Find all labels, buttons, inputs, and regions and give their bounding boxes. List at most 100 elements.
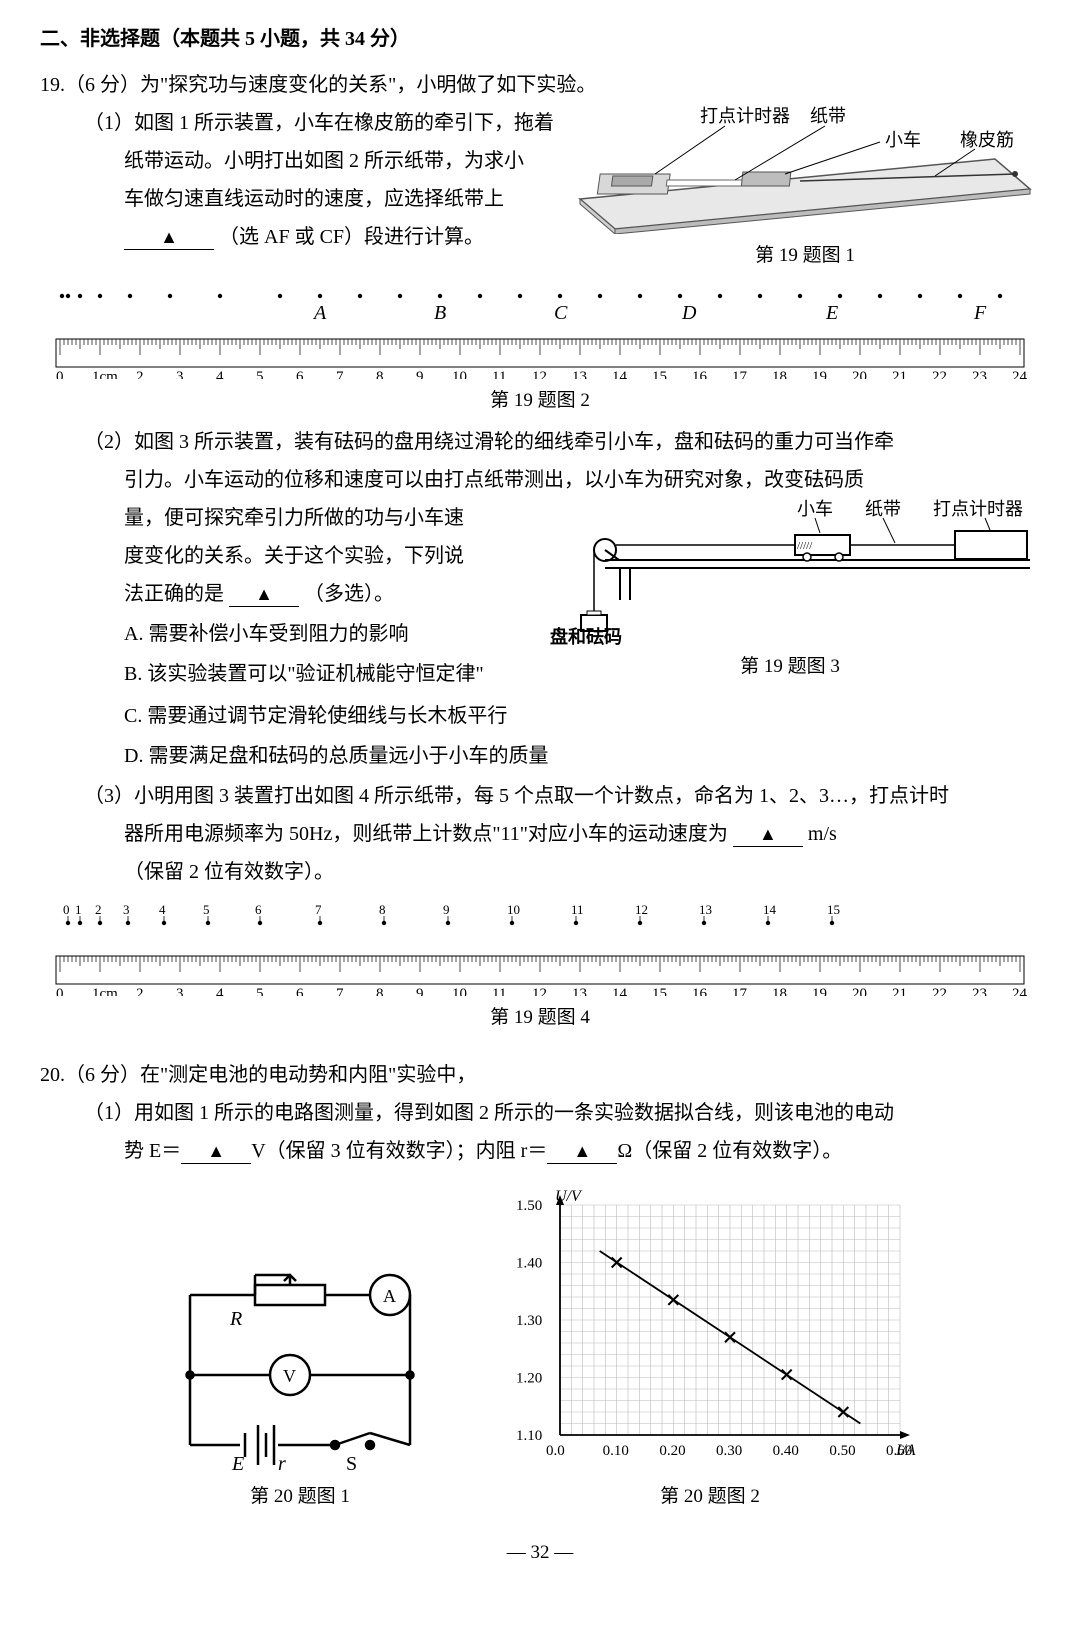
q20-fig1-cap: 第 20 题图 1 [160, 1479, 440, 1515]
q20-figs-row: R A V E r S 第 20 题图 1 0.00.100.200.300.4… [40, 1185, 1040, 1515]
svg-text:22: 22 [932, 369, 947, 379]
q20-fig2: 0.00.100.200.300.400.500.601.101.201.301… [500, 1185, 920, 1515]
q20-stem-line: 20.（6 分）在"测定电池的电动势和内阻"实验中， [40, 1056, 1040, 1094]
svg-text:1.40: 1.40 [516, 1256, 542, 1272]
svg-text:2: 2 [136, 986, 144, 996]
svg-text:21: 21 [892, 369, 907, 379]
circuit-svg: R A V E r S [160, 1265, 440, 1475]
q19-fig3-svg: ///// 小车 纸带 打点计时器 盘和砝码 [545, 495, 1035, 645]
q19-p1d-tail: （选 AF 或 CF）段进行计算。 [219, 226, 484, 248]
q19-p2e-tail: （多选）。 [304, 583, 394, 605]
ruler4-svg: 012345678910111213141501cm23456789101112… [40, 901, 1040, 996]
q19-fig4: 012345678910111213141501cm23456789101112… [40, 901, 1040, 1036]
svg-text:3: 3 [176, 369, 184, 379]
svg-text:8: 8 [376, 986, 384, 996]
triangle-icon: ▲ [207, 1141, 225, 1161]
svg-text:10: 10 [507, 902, 520, 917]
svg-text:C: C [554, 302, 568, 324]
svg-text:U/V: U/V [555, 1188, 583, 1205]
triangle-icon: ▲ [759, 824, 777, 844]
svg-text:19: 19 [812, 986, 827, 996]
svg-text:13: 13 [572, 369, 587, 379]
svg-text:15: 15 [652, 369, 667, 379]
svg-text:1.50: 1.50 [516, 1198, 542, 1214]
q20-num: 20. [40, 1064, 65, 1086]
svg-text:9: 9 [443, 902, 450, 917]
svg-text:1.20: 1.20 [516, 1371, 542, 1387]
q19-pts: （6 分） [65, 74, 140, 96]
q19-fig3: ///// 小车 纸带 打点计时器 盘和砝码 第 19 题图 3 [540, 495, 1040, 685]
svg-text:7: 7 [315, 902, 322, 917]
svg-text:2: 2 [136, 369, 144, 379]
svg-text:D: D [681, 302, 697, 324]
q19-stem: 为"探究功与速度变化的关系"，小明做了如下实验。 [140, 74, 596, 96]
q19-fig1: 打点计时器 纸带 小车 橡皮筋 第 19 题图 1 [570, 104, 1040, 274]
q19-p2e-head: 法正确的是 [124, 583, 224, 605]
label-cart: 小车 [885, 130, 921, 150]
q19-p3b-unit: m/s [808, 823, 837, 845]
q20-fig2-cap: 第 20 题图 2 [500, 1479, 920, 1515]
q20-p1a: （1）用如图 1 所示的电路图测量，得到如图 2 所示的一条实验数据拟合线，则该… [40, 1094, 1040, 1132]
q20-stem: 在"测定电池的电动势和内阻"实验中， [140, 1064, 476, 1086]
svg-text:6: 6 [255, 902, 262, 917]
label-timer: 打点计时器 [700, 106, 790, 126]
svg-text:0.30: 0.30 [716, 1443, 742, 1459]
label-band: 橡皮筋 [960, 130, 1014, 150]
q19-optD: D. 需要满足盘和砝码的总质量远小于小车的质量 [124, 737, 1040, 775]
label-pan3: 盘和砝码 [550, 626, 622, 645]
q19-p2b: 引力。小车运动的位移和速度可以由打点纸带测出，以小车为研究对象，改变砝码质 [40, 461, 1040, 499]
svg-text:4: 4 [216, 369, 224, 379]
triangle-icon: ▲ [160, 227, 178, 247]
svg-text:5: 5 [256, 986, 264, 996]
svg-text:3: 3 [123, 902, 130, 917]
svg-text:20: 20 [852, 986, 867, 996]
question-20: 20.（6 分）在"测定电池的电动势和内阻"实验中， （1）用如图 1 所示的电… [40, 1056, 1040, 1515]
blank-2: ▲ [229, 582, 299, 607]
label-timer3: 打点计时器 [933, 499, 1023, 519]
q20-p1b-tail: Ω（保留 2 位有效数字）。 [617, 1140, 842, 1162]
svg-text:17: 17 [732, 986, 748, 996]
svg-text:0.0: 0.0 [546, 1443, 565, 1459]
svg-text://///: ///// [797, 540, 813, 552]
q19-fig4-cap: 第 19 题图 4 [40, 1000, 1040, 1036]
svg-text:13: 13 [572, 986, 587, 996]
svg-text:7: 7 [336, 986, 344, 996]
q20-p1b-mid: V（保留 3 位有效数字）；内阻 r＝ [251, 1140, 547, 1162]
svg-text:0.20: 0.20 [659, 1443, 685, 1459]
svg-text:B: B [434, 302, 446, 324]
label-tape3: 纸带 [865, 499, 901, 519]
svg-text:0.40: 0.40 [773, 1443, 799, 1459]
question-19: 19.（6 分）为"探究功与速度变化的关系"，小明做了如下实验。 打点计时器 纸… [40, 66, 1040, 1036]
svg-text:24: 24 [1012, 986, 1028, 996]
svg-text:5: 5 [256, 369, 264, 379]
section-title: 二、非选择题（本题共 5 小题，共 34 分） [40, 20, 1040, 58]
label-cart3: 小车 [797, 499, 833, 519]
q19-optC: C. 需要通过调节定滑轮使细线与长木板平行 [124, 697, 1040, 735]
svg-text:10: 10 [452, 986, 467, 996]
svg-text:14: 14 [612, 369, 628, 379]
svg-text:20: 20 [852, 369, 867, 379]
label-E: E [231, 1453, 244, 1475]
svg-text:15: 15 [827, 902, 840, 917]
svg-text:6: 6 [296, 369, 304, 379]
svg-text:0: 0 [56, 369, 64, 379]
svg-text:23: 23 [972, 369, 987, 379]
blank-3: ▲ [733, 822, 803, 847]
label-R: R [229, 1308, 242, 1330]
blank-5: ▲ [547, 1139, 617, 1164]
q20-p1b-head: 势 E＝ [124, 1140, 181, 1162]
svg-text:1cm: 1cm [92, 369, 118, 379]
page-number: — 32 — [40, 1535, 1040, 1571]
q19-stem-line: 19.（6 分）为"探究功与速度变化的关系"，小明做了如下实验。 [40, 66, 1040, 104]
q19-p3b-head: 器所用电源频率为 50Hz，则纸带上计数点"11"对应小车的运动速度为 [124, 823, 728, 845]
svg-text:0: 0 [63, 902, 70, 917]
svg-text:14: 14 [763, 902, 777, 917]
svg-text:19: 19 [812, 369, 827, 379]
svg-text:13: 13 [699, 902, 712, 917]
svg-text:12: 12 [532, 986, 547, 996]
q19-p3b: 器所用电源频率为 50Hz，则纸带上计数点"11"对应小车的运动速度为 ▲ m/… [40, 815, 1040, 853]
blank-1: ▲ [124, 225, 214, 250]
svg-text:0.50: 0.50 [829, 1443, 855, 1459]
svg-text:5: 5 [203, 902, 210, 917]
svg-text:16: 16 [692, 369, 708, 379]
